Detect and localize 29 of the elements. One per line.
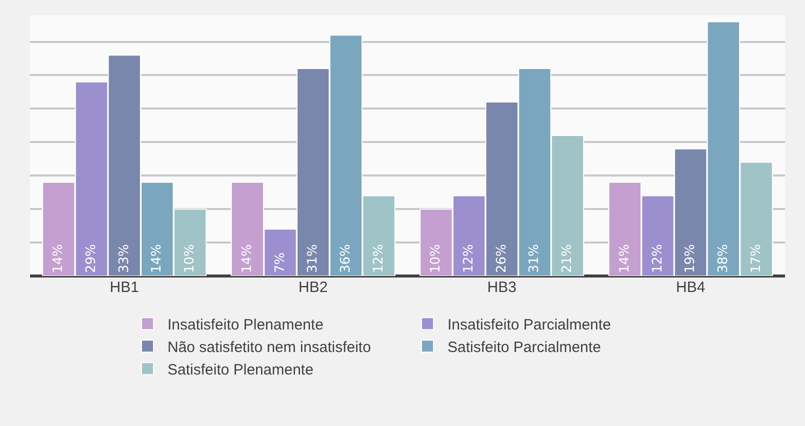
- data-label: 31%: [527, 244, 542, 273]
- legend-label: Insatisfeito Plenamente: [168, 316, 324, 334]
- data-label: 12%: [371, 244, 386, 273]
- data-label: 36%: [338, 244, 354, 273]
- data-label: 10%: [428, 244, 444, 273]
- data-label: 7%: [272, 252, 288, 273]
- legend-label: Satisfeito Parcialmente: [448, 338, 601, 356]
- x-tick-label: HB4: [676, 279, 706, 296]
- data-label: 29%: [84, 244, 100, 273]
- legend-label: Satisfeito Plenamente: [168, 361, 314, 378]
- data-label: 38%: [716, 244, 731, 273]
- legend-label: Não satisfetito nem insatisfeito: [168, 338, 371, 356]
- data-label: 14%: [240, 244, 255, 273]
- data-label: 12%: [650, 244, 666, 273]
- data-label: 17%: [748, 244, 764, 273]
- data-label: 33%: [116, 244, 132, 273]
- data-label: 26%: [494, 244, 510, 273]
- legend-label: Insatisfeito Parcialmente: [448, 316, 611, 334]
- data-label: 14%: [150, 244, 165, 273]
- x-tick-label: HB3: [487, 279, 516, 296]
- data-label: 12%: [462, 244, 477, 273]
- data-label: 14%: [51, 244, 66, 273]
- data-label: 10%: [182, 244, 198, 273]
- data-label: 31%: [306, 244, 321, 273]
- x-tick-label: HB1: [110, 279, 139, 296]
- data-label: 19%: [683, 244, 698, 273]
- data-label: 21%: [560, 244, 576, 273]
- data-label: 14%: [617, 244, 632, 273]
- x-tick-label: HB2: [298, 279, 328, 296]
